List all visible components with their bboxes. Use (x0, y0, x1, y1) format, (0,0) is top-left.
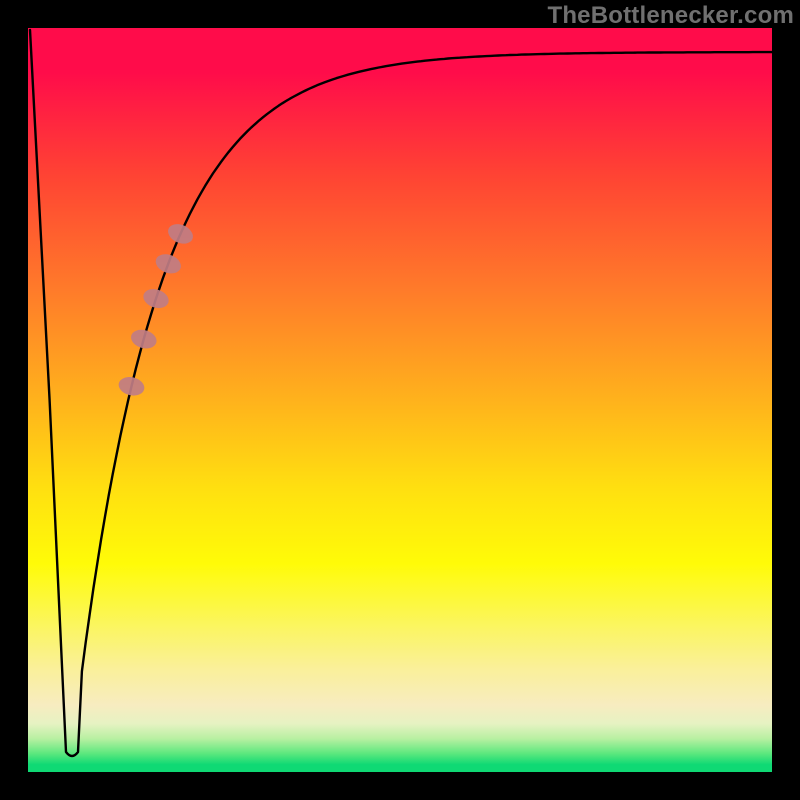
gradient-background (28, 28, 772, 772)
watermark-text: TheBottlenecker.com (547, 2, 794, 30)
bottleneck-curve-chart (0, 0, 800, 800)
chart-stage: TheBottlenecker.com (0, 0, 800, 800)
